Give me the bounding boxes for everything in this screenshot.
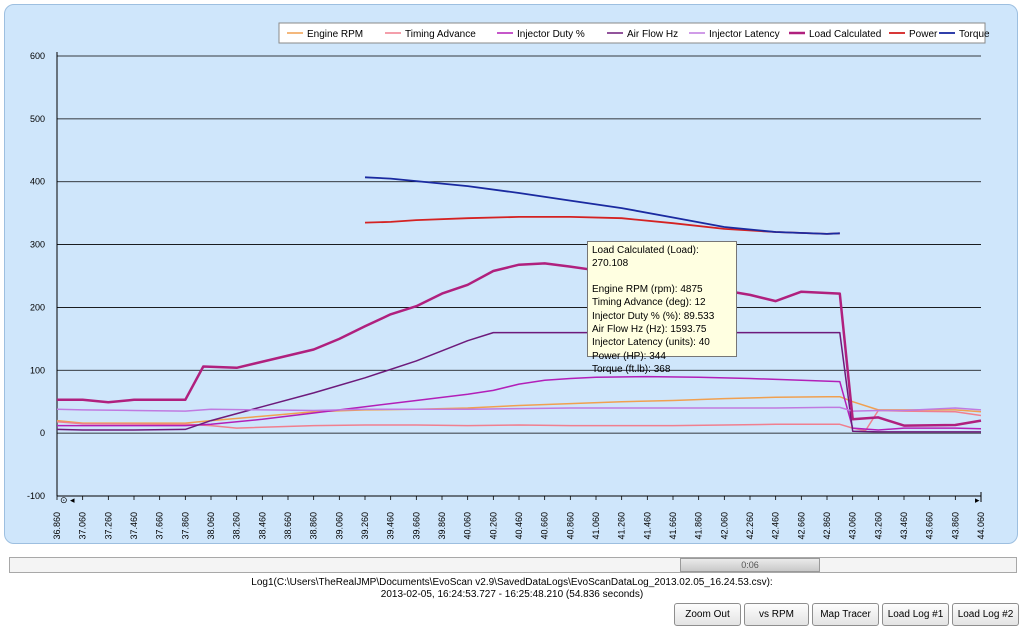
x-tick-label: 42.460	[771, 512, 781, 540]
tooltip-line: Engine RPM (rpm): 4875	[592, 283, 703, 295]
x-tick-label: 38.660	[283, 512, 293, 540]
map-tracer-button[interactable]: Map Tracer	[812, 603, 879, 626]
vs-rpm-button[interactable]: vs RPM	[744, 603, 809, 626]
x-tick-label: 37.860	[180, 512, 190, 540]
x-tick-label: 40.460	[514, 512, 524, 540]
x-tick-label: 43.060	[848, 512, 858, 540]
x-tick-label: 39.660	[411, 512, 421, 540]
log-time-range: 2013-02-05, 16:24:53.727 - 16:25:48.210 …	[380, 589, 644, 600]
tooltip-line: Air Flow Hz (Hz): 1593.75	[592, 324, 707, 336]
x-tick-label: 40.060	[463, 512, 473, 540]
x-tick-label: 39.460	[386, 512, 396, 540]
x-tick-label: 42.260	[745, 512, 755, 540]
x-tick-label: 42.660	[796, 512, 806, 540]
x-tick-label: 38.060	[206, 512, 216, 540]
x-tick-label: 43.660	[925, 512, 935, 540]
log-file-path: Log1(C:\Users\TheRealJMP\Documents\EvoSc…	[251, 577, 773, 588]
x-tick-label: 41.660	[668, 512, 678, 540]
series-line-air-flow-hz	[56, 331, 981, 433]
tooltip-line: Torque (ft.lb): 368	[592, 364, 671, 376]
x-tick-label: 41.060	[591, 512, 601, 540]
x-tick-label: 37.460	[129, 512, 139, 540]
legend-label-torque: Torque	[959, 29, 990, 40]
legend-label-power: Power	[909, 29, 938, 40]
legend-label-injector-latency: Injector Latency	[709, 29, 780, 40]
series-line-torque	[364, 176, 840, 235]
x-tick-label: 40.860	[565, 512, 575, 540]
series-line-timing-advance	[56, 409, 982, 432]
y-tick-label: 300	[30, 240, 45, 250]
x-tick-label: 37.060	[78, 512, 88, 540]
y-tick-label: 200	[30, 302, 45, 312]
x-tick-label: 42.860	[822, 512, 832, 540]
legend-label-timing-advance: Timing Advance	[405, 29, 476, 40]
x-tick-label: 39.860	[437, 512, 447, 540]
load-log-2-button[interactable]: Load Log #2	[952, 603, 1019, 626]
tooltip-line: Injector Duty % (%): 89.533	[592, 310, 715, 322]
x-tick-label: 42.060	[719, 512, 729, 540]
x-tick-label: 40.260	[488, 512, 498, 540]
x-tick-label: 37.660	[155, 512, 165, 540]
legend-label-load-calculated: Load Calculated	[809, 29, 881, 40]
series-line-engine-rpm	[56, 395, 982, 424]
x-tick-label: 40.660	[540, 512, 550, 540]
x-tick-label: 41.260	[617, 512, 627, 540]
legend-label-air-flow-hz: Air Flow Hz	[627, 29, 678, 40]
y-tick-label: 0	[40, 428, 45, 438]
load-log-1-button[interactable]: Load Log #1	[882, 603, 949, 626]
x-axis-scroll-marker: ▸	[975, 495, 980, 505]
time-scrollbar[interactable]: 0:06	[9, 557, 1017, 573]
x-tick-label: 39.260	[360, 512, 370, 540]
x-tick-label: 44.060	[976, 512, 986, 540]
y-tick-label: 500	[30, 114, 45, 124]
tooltip-line: Injector Latency (units): 40	[592, 337, 710, 349]
x-tick-label: 38.860	[309, 512, 319, 540]
y-tick-label: -100	[27, 491, 45, 501]
line-chart[interactable]: -100 0 100 200 300 400 500 600 ⊙ ◂ ▸ 36.860 37.060 3…	[0, 0, 1024, 548]
x-tick-label: 43.260	[873, 512, 883, 540]
y-tick-label: 400	[30, 177, 45, 187]
x-tick-label: 41.860	[694, 512, 704, 540]
x-tick-label: 36.860	[52, 512, 62, 540]
tooltip-line: Power (HP): 344	[592, 350, 666, 362]
x-tick-label: 43.860	[950, 512, 960, 540]
legend-label-engine-rpm: Engine RPM	[307, 29, 363, 40]
x-tick-label: 41.460	[642, 512, 652, 540]
legend-label-injector-duty: Injector Duty %	[517, 29, 585, 40]
x-axis-zoom-marker: ⊙ ◂	[60, 495, 75, 505]
y-tick-label: 100	[30, 365, 45, 375]
series-line-load-calculated	[57, 262, 982, 427]
tooltip-line: Timing Advance (deg): 12	[592, 297, 706, 309]
chart-panel	[4, 4, 1018, 544]
data-tooltip: Load Calculated (Load): 270.108 Engine R…	[587, 241, 737, 375]
x-tick-label: 39.060	[334, 512, 344, 540]
x-tick-label: 38.460	[257, 512, 267, 540]
legend-box	[278, 22, 986, 44]
scrollbar-thumb[interactable]: 0:06	[680, 558, 820, 572]
zoom-out-button[interactable]: Zoom Out	[674, 603, 741, 626]
series-line-injector-latency	[56, 406, 982, 412]
tooltip-title: Load Calculated (Load): 270.108	[592, 245, 699, 270]
x-tick-label: 37.260	[103, 512, 113, 540]
x-tick-label: 43.460	[899, 512, 909, 540]
x-tick-label: 38.260	[232, 512, 242, 540]
y-tick-label: 600	[30, 51, 45, 61]
